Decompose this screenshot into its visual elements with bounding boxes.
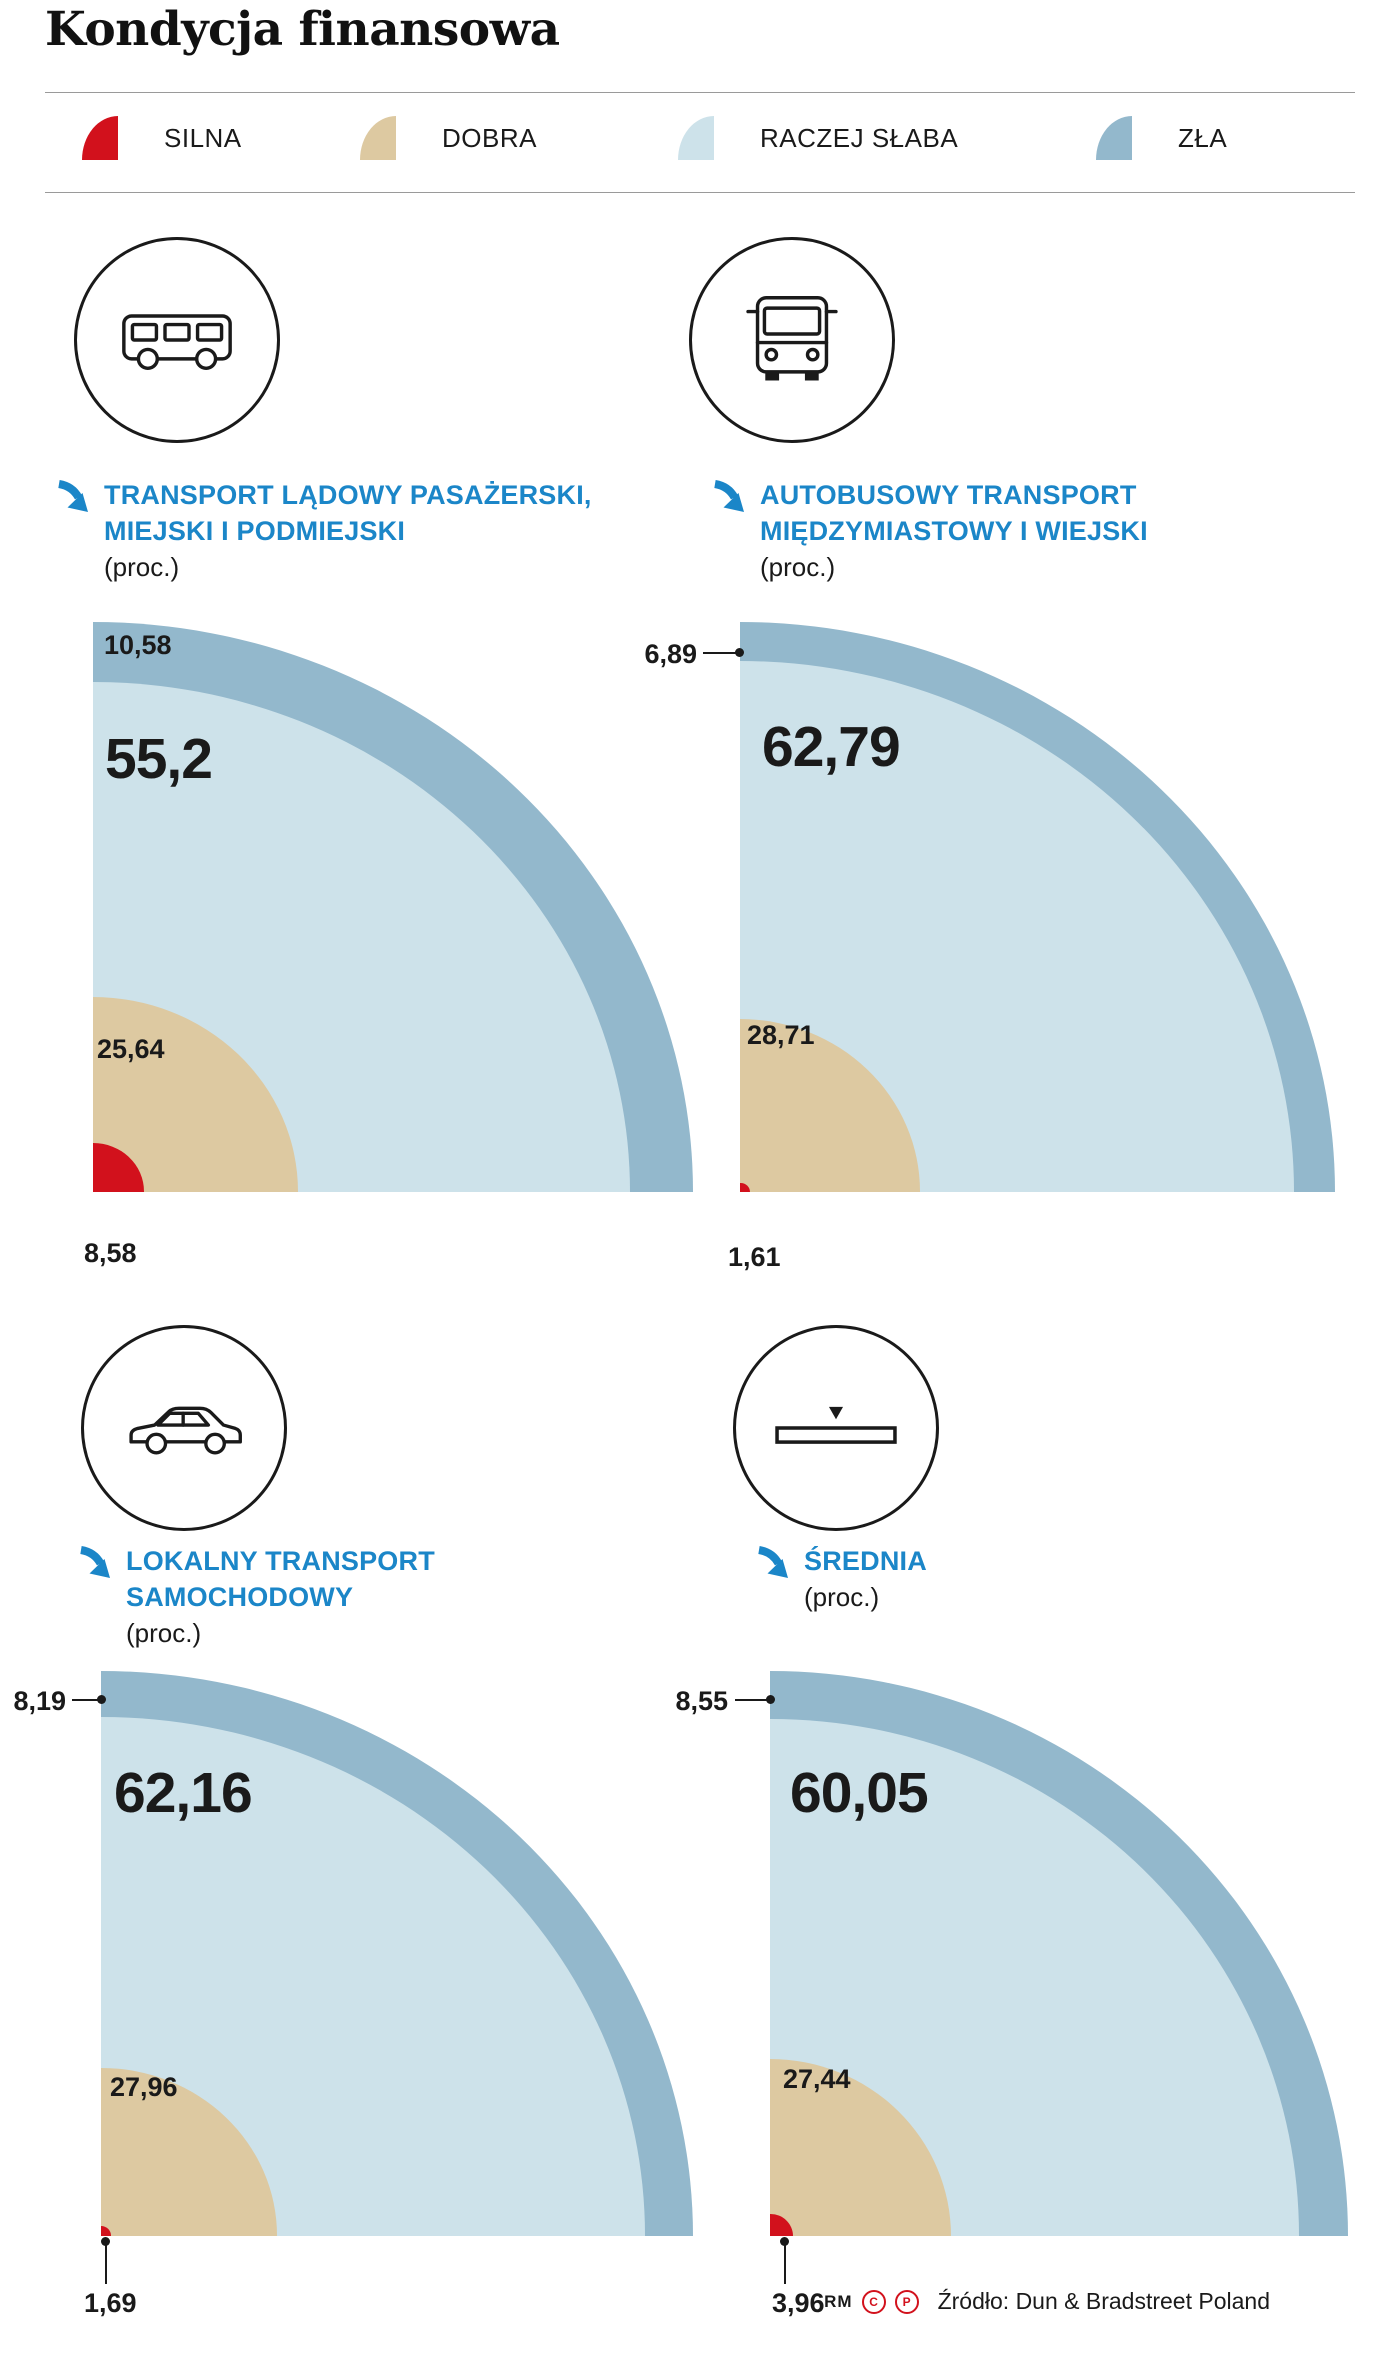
leader-line bbox=[735, 1699, 771, 1701]
value-label-silna: 3,96 bbox=[772, 2288, 825, 2318]
chart1-unit: (proc.) bbox=[104, 552, 180, 582]
legend-item-silna: SILNA bbox=[82, 116, 242, 160]
quarter-chart-lokalny bbox=[101, 1671, 693, 2236]
arrow-down-right-icon bbox=[55, 479, 91, 520]
divider-legend-bottom bbox=[45, 192, 1355, 193]
chart2-title-line1: AUTOBUSOWY TRANSPORT bbox=[760, 480, 1137, 510]
legend-label-dobra: DOBRA bbox=[442, 122, 537, 153]
value-label-dobra: 25,64 bbox=[97, 1034, 165, 1064]
value-label-zla: 8,55 bbox=[675, 1686, 728, 1716]
value-label-dobra: 27,96 bbox=[110, 2072, 178, 2102]
legend-label-raczej-slaba: RACZEJ SŁABA bbox=[760, 122, 959, 153]
value-label-silna: 1,69 bbox=[84, 2288, 137, 2318]
chart4-heading: ŚREDNIA (proc.) bbox=[755, 1543, 927, 1615]
chart1-title-line1: TRANSPORT LĄDOWY PASAŻERSKI, bbox=[104, 480, 592, 510]
leader-line bbox=[703, 652, 737, 654]
chart4-title-line1: ŚREDNIA bbox=[804, 1546, 927, 1576]
value-label-silna: 1,61 bbox=[728, 1242, 781, 1272]
value-label-dobra: 28,71 bbox=[747, 1020, 815, 1050]
author-initials: RM bbox=[824, 2291, 853, 2311]
leader-dot bbox=[97, 1695, 106, 1704]
average-icon-circle bbox=[733, 1325, 939, 1531]
source-text: Źródło: Dun & Bradstreet Poland bbox=[937, 2288, 1270, 2314]
published-icon: P bbox=[894, 2289, 919, 2314]
value-label-zla: 6,89 bbox=[644, 639, 697, 669]
value-label-raczej-slaba: 60,05 bbox=[790, 1761, 929, 1825]
quarter-chart-srednia bbox=[770, 1671, 1348, 2236]
value-label-dobra: 27,44 bbox=[783, 2064, 851, 2094]
leader-line bbox=[72, 1699, 102, 1701]
chart2-unit: (proc.) bbox=[760, 552, 836, 582]
value-label-raczej-slaba: 62,16 bbox=[114, 1761, 253, 1825]
leader-dot bbox=[766, 1695, 775, 1704]
arrow-down-right-icon bbox=[77, 1545, 113, 1586]
page-title: Kondycja finansowa bbox=[45, 2, 560, 57]
legend-swatch-silna bbox=[82, 116, 118, 160]
leader-dot bbox=[101, 2237, 110, 2246]
leader-line bbox=[784, 2244, 786, 2284]
legend-item-raczej-slaba: RACZEJ SŁABA bbox=[678, 116, 958, 160]
quarter-chart-autobusowy bbox=[740, 622, 1335, 1192]
legend-swatch-raczej-slaba bbox=[678, 116, 714, 160]
leader-line bbox=[105, 2242, 107, 2284]
value-label-raczej-slaba: 55,2 bbox=[105, 727, 213, 791]
divider-top bbox=[45, 92, 1355, 93]
quarter-chart-transport-ladowy bbox=[93, 622, 693, 1192]
bus-icon bbox=[746, 296, 838, 381]
value-label-zla: 8,19 bbox=[13, 1686, 66, 1716]
chart2-title-line2: MIĘDZYMIASTOWY I WIEJSKI bbox=[760, 516, 1148, 546]
footer: RM C P Źródło: Dun & Bradstreet Poland bbox=[824, 2288, 1270, 2315]
leader-dot bbox=[735, 648, 744, 657]
chart3-unit: (proc.) bbox=[126, 1618, 202, 1648]
chart3-title-line2: SAMOCHODOWY bbox=[126, 1582, 354, 1612]
bus-icon-circle bbox=[689, 237, 895, 443]
legend-label-silna: SILNA bbox=[164, 122, 242, 153]
legend-label-zla: ZŁA bbox=[1178, 122, 1228, 153]
average-icon bbox=[775, 1406, 897, 1444]
chart3-title-line1: LOKALNY TRANSPORT bbox=[126, 1546, 435, 1576]
copyright-icon: C bbox=[861, 2289, 886, 2314]
minibus-icon bbox=[122, 314, 232, 371]
car-icon-circle bbox=[81, 1325, 287, 1531]
value-label-silna: 8,58 bbox=[84, 1238, 137, 1268]
legend-swatch-dobra bbox=[360, 116, 396, 160]
leader-dot bbox=[780, 2237, 789, 2246]
arrow-down-right-icon bbox=[711, 479, 747, 520]
chart1-heading: TRANSPORT LĄDOWY PASAŻERSKI, MIEJSKI I P… bbox=[55, 477, 592, 585]
legend-item-dobra: DOBRA bbox=[360, 116, 537, 160]
chart3-heading: LOKALNY TRANSPORT SAMOCHODOWY (proc.) bbox=[77, 1543, 435, 1651]
legend-item-zla: ZŁA bbox=[1096, 116, 1227, 160]
ring-silna bbox=[101, 2226, 111, 2236]
value-label-raczej-slaba: 62,79 bbox=[762, 715, 901, 779]
ring-silna bbox=[740, 1182, 750, 1192]
car-icon bbox=[129, 1406, 242, 1455]
chart2-heading: AUTOBUSOWY TRANSPORT MIĘDZYMIASTOWY I WI… bbox=[711, 477, 1148, 585]
value-label-zla: 10,58 bbox=[104, 630, 172, 660]
chart1-title-line2: MIEJSKI I PODMIEJSKI bbox=[104, 516, 406, 546]
minibus-icon-circle bbox=[74, 237, 280, 443]
arrow-down-right-icon bbox=[755, 1545, 791, 1586]
chart4-unit: (proc.) bbox=[804, 1582, 880, 1612]
legend-swatch-zla bbox=[1096, 116, 1132, 160]
